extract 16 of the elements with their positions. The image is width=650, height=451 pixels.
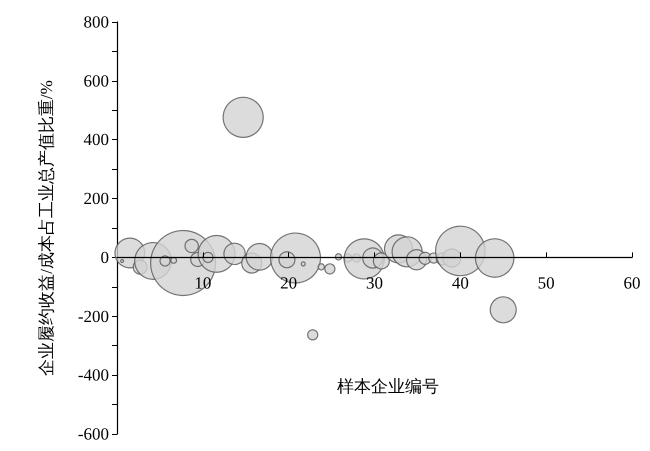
x-tick-label: 60 (624, 273, 640, 292)
x-tick-label: 20 (280, 273, 298, 292)
y-tick-label: -600 (78, 424, 109, 444)
x-tick-label: 10 (194, 273, 212, 292)
y-tick-label: 200 (84, 189, 109, 208)
y-axis-title: 企业履约收益/成本占工业总产值比重/% (37, 80, 56, 376)
y-tick-label: -400 (78, 366, 109, 385)
y-tick-label: 600 (84, 71, 109, 90)
y-tick-label: 400 (84, 130, 109, 150)
x-tick-label: 30 (366, 273, 383, 292)
annotation: 样本企业编号 (337, 377, 439, 396)
y-tick-label: 800 (84, 12, 109, 32)
y-tick-label: -200 (78, 306, 109, 326)
x-tick-label: 50 (538, 273, 555, 292)
x-tick-label: 40 (452, 273, 469, 292)
y-tick-label: 0 (100, 248, 109, 267)
